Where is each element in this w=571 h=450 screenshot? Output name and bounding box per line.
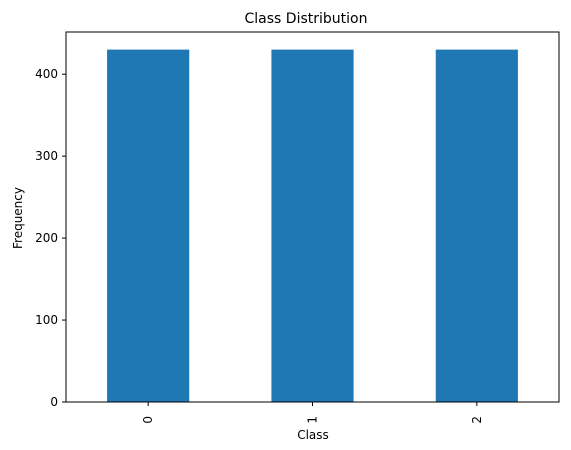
y-tick-label-0: 0 [50,395,58,409]
chart-title: Class Distribution [245,11,368,27]
x-tick-label-0: 0 [141,416,155,424]
bar-2 [435,49,518,402]
bars-group [107,49,518,402]
x-axis-label: Class [297,428,329,442]
y-tick-label-200: 200 [35,231,58,245]
y-tick-label-100: 100 [35,313,58,327]
plot-frame [65,31,560,403]
x-axis: 0 1 2 [141,402,484,424]
bar-1 [271,49,354,402]
y-tick-label-300: 300 [35,149,58,163]
y-axis: 0 100 200 300 400 [35,67,66,409]
y-axis-label: Frequency [11,187,25,249]
bar-0 [107,49,190,402]
x-tick-label-1: 1 [306,416,320,424]
x-tick-label-2: 2 [470,416,484,424]
y-tick-label-400: 400 [35,67,58,81]
